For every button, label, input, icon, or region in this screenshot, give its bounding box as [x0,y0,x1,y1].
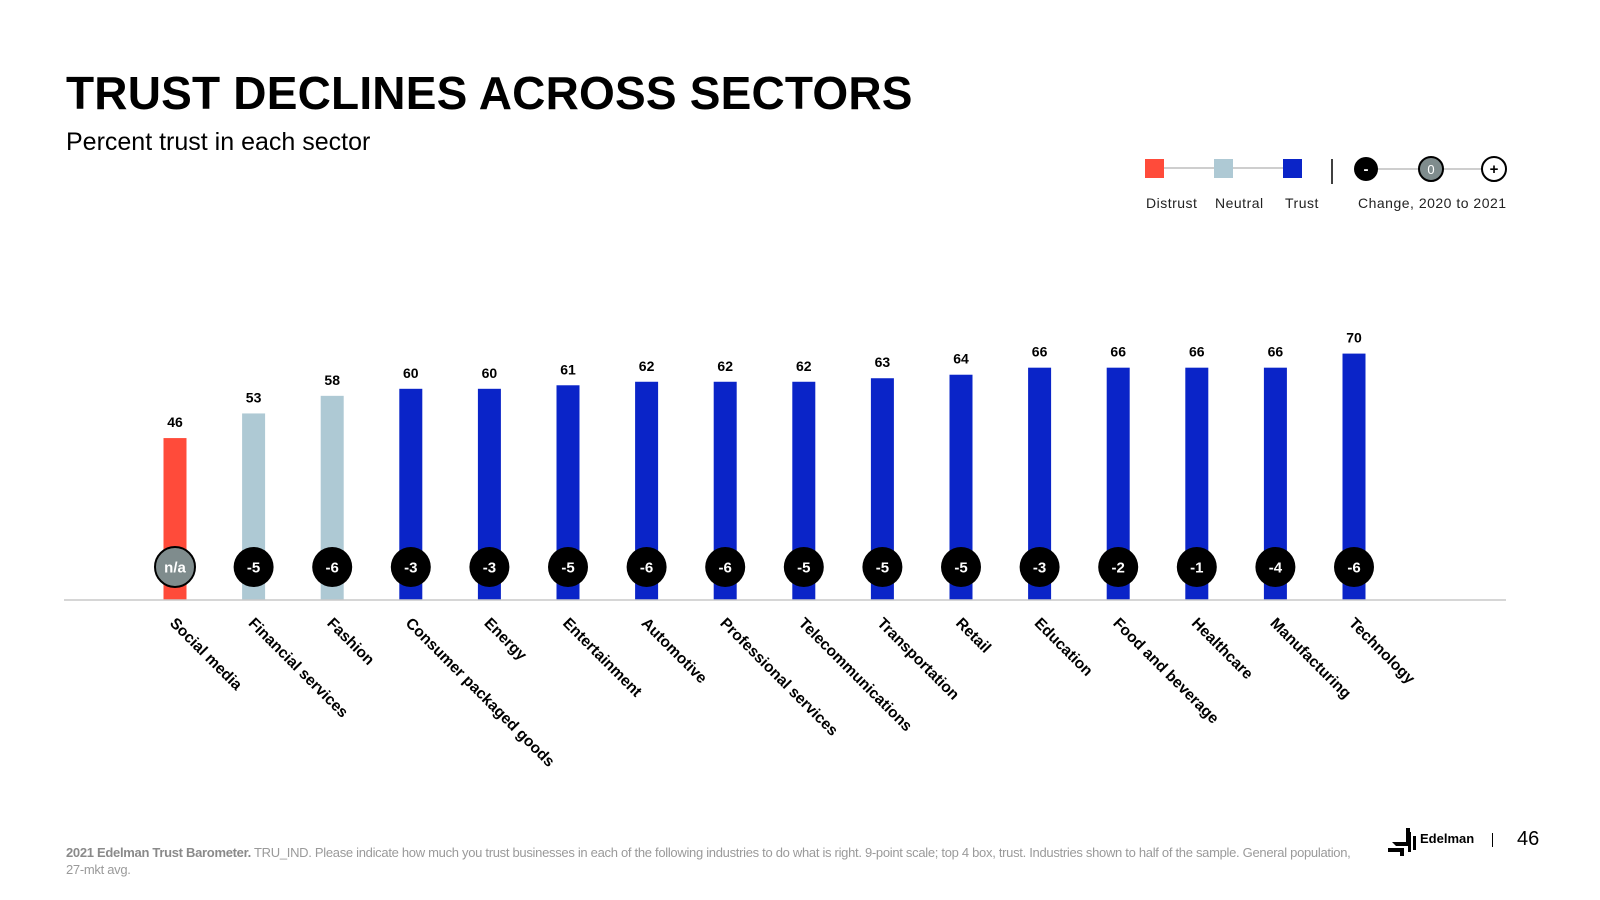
value-labels-group: 46 53 58 60 60 61 62 62 62 63 64 66 66 66 66 70 [167,330,1362,430]
change-circle-social-media [154,546,196,588]
bar-energy [477,388,501,600]
bar-transportation [870,378,894,600]
sector-trust-bar-chart: 46 53 58 60 60 61 62 62 62 63 64 66 66 66 66 70 n/a -5 -6… [64,330,1506,771]
change-label-energy: -3 [483,560,496,577]
change-label-fashion: -6 [326,560,339,577]
bar-food-and-beverage [1106,367,1130,600]
change-circle-healthcare [1176,547,1217,587]
bar-entertainment [556,385,580,600]
change-circle-telecommunications [783,547,824,587]
category-label-fashion: Fashion [323,615,377,669]
category-label-social-media: Social media [166,615,245,694]
change-label-transportation: -5 [876,560,889,577]
change-label-technology: -6 [1347,560,1360,577]
bar-professional-services [713,381,737,600]
change-circle-energy [469,547,510,587]
page-subtitle: Percent trust in each sector [66,128,371,156]
edelman-logo-text: Edelman [1420,831,1475,846]
value-label-energy: 60 [482,365,498,381]
category-label-manufacturing: Manufacturing [1267,615,1355,703]
change-circle-transportation [862,547,903,587]
bar-education [1028,367,1052,600]
value-label-manufacturing: 66 [1268,344,1284,360]
bar-consumer-packaged-goods [399,388,423,600]
value-label-technology: 70 [1346,330,1362,346]
change-circle-food-and-beverage [1098,547,1139,587]
change-circle-technology [1334,547,1374,587]
change-label-consumer-packaged-goods: -3 [404,560,417,577]
category-label-technology: Technology [1345,615,1418,688]
change-label-automotive: -6 [640,560,653,577]
value-label-entertainment: 61 [560,361,576,377]
value-label-education: 66 [1032,344,1048,360]
category-label-education: Education [1031,615,1096,680]
change-label-financial-services: -5 [247,560,260,577]
bar-healthcare [1185,367,1209,600]
bar-retail [949,374,973,600]
value-label-retail: 64 [953,351,969,367]
value-label-healthcare: 66 [1189,344,1205,360]
change-label-entertainment: -5 [561,560,574,577]
value-label-automotive: 62 [639,358,655,374]
change-label-food-and-beverage: -2 [1112,560,1125,577]
page-number: 46 [1517,828,1540,850]
change-circle-retail [941,547,981,587]
edelman-logo-icon [1388,828,1416,856]
change-label-healthcare: -1 [1190,560,1203,577]
change-markers-group: n/a -5 -6 -3 -3 -5 -6 -6 -5 -5 -5 -3 -2 -1 -4 -6 [154,546,1374,588]
value-label-financial-services: 53 [246,389,262,405]
change-label-manufacturing: -4 [1269,560,1283,577]
category-label-entertainment: Entertainment [559,615,645,701]
value-label-food-and-beverage: 66 [1110,344,1126,360]
value-label-transportation: 63 [875,354,891,370]
page-title: TRUST DECLINES ACROSS SECTORS [66,67,913,119]
bar-telecommunications [792,381,816,600]
page-number-separator [1492,833,1493,847]
source-note: 2021 Edelman Trust Barometer. TRU_IND. P… [66,844,1366,878]
value-label-social-media: 46 [167,414,183,430]
change-circle-manufacturing [1255,547,1296,587]
change-label-retail: -5 [954,560,967,577]
change-circle-automotive [626,547,667,587]
change-label-telecommunications: -5 [797,560,810,577]
change-circle-financial-services [233,547,274,587]
category-label-transportation: Transportation [874,615,963,704]
value-label-fashion: 58 [324,372,340,388]
change-circle-fashion [312,547,353,587]
category-label-automotive: Automotive [638,615,711,688]
category-label-consumer-packaged-goods: Consumer packaged goods [402,615,558,771]
change-circle-education [1019,547,1060,587]
source-note-text: TRU_IND. Please indicate how much you tr… [66,845,1351,877]
change-circle-entertainment [548,547,588,587]
category-label-healthcare: Healthcare [1188,615,1256,683]
category-label-energy: Energy [481,615,530,664]
category-label-retail: Retail [952,615,994,657]
value-label-professional-services: 62 [717,358,733,374]
change-circle-professional-services [705,547,746,587]
change-circle-consumer-packaged-goods [390,547,431,587]
value-label-telecommunications: 62 [796,358,812,374]
change-label-social-media: n/a [164,560,186,577]
bar-technology [1342,353,1366,600]
bar-manufacturing [1263,367,1287,600]
change-label-professional-services: -6 [719,560,732,577]
change-label-education: -3 [1033,560,1046,577]
bar-automotive [635,381,659,600]
value-label-consumer-packaged-goods: 60 [403,365,419,381]
source-note-bold: 2021 Edelman Trust Barometer. [66,845,251,860]
